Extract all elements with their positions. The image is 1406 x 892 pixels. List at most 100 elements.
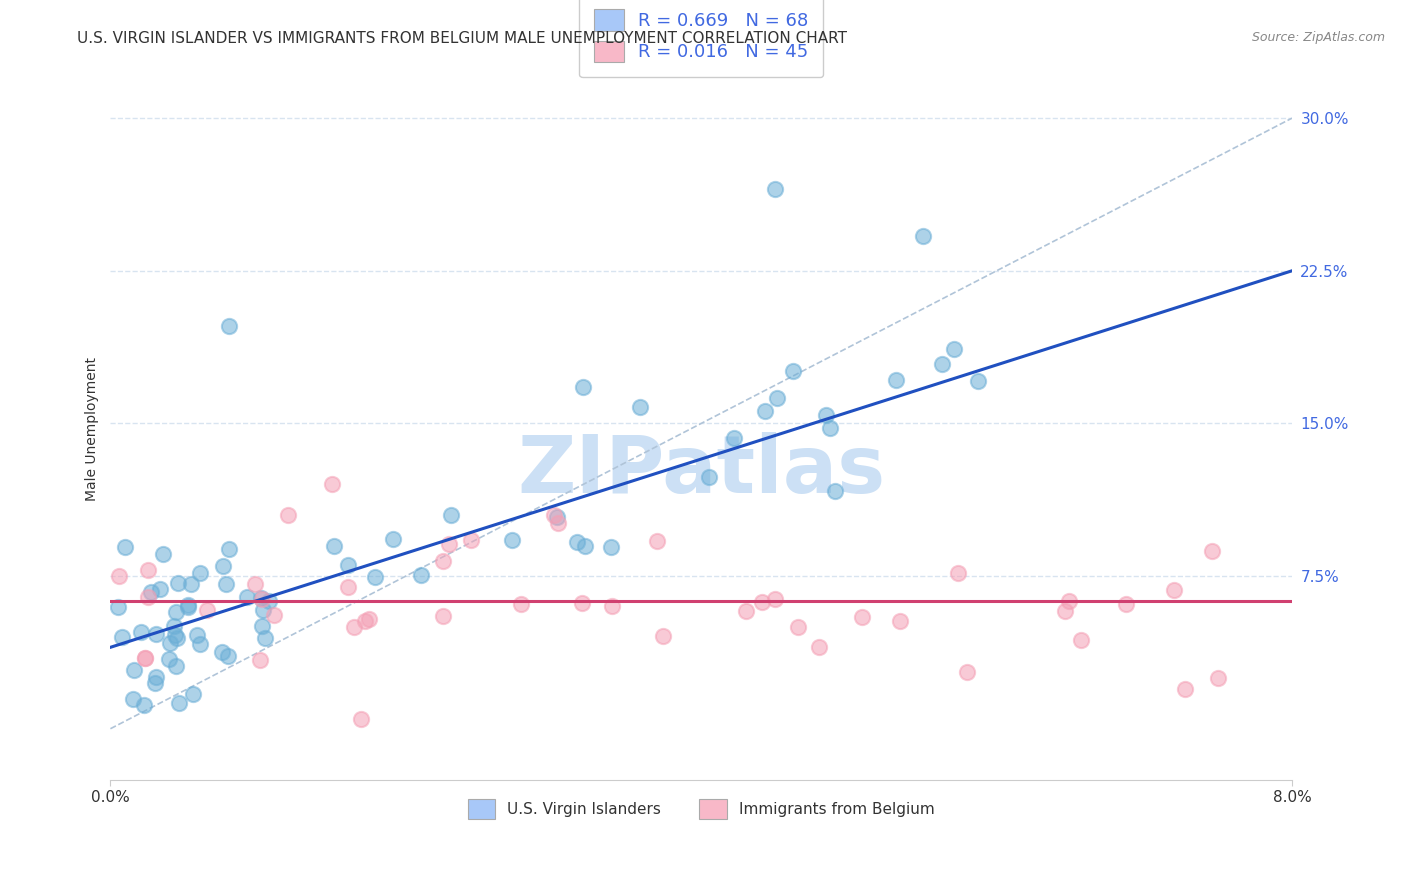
Point: [180, 577, 202, 591]
Point: [163, 619, 186, 633]
Point: [186, 628, 208, 642]
Point: [600, 599, 623, 613]
Point: [723, 431, 745, 445]
Point: [321, 477, 343, 491]
Point: [439, 536, 461, 550]
Point: [409, 568, 432, 582]
Point: [543, 508, 565, 522]
Point: [211, 644, 233, 658]
Point: [1163, 583, 1185, 598]
Point: [111, 630, 134, 644]
Point: [751, 595, 773, 609]
Point: [337, 558, 360, 572]
Point: [1206, 671, 1229, 685]
Point: [766, 391, 789, 405]
Point: [138, 590, 160, 604]
Point: [159, 636, 181, 650]
Point: [734, 604, 756, 618]
Point: [628, 400, 651, 414]
Point: [571, 596, 593, 610]
Point: [357, 612, 380, 626]
Point: [824, 483, 846, 498]
Point: [1070, 633, 1092, 648]
Point: [645, 534, 668, 549]
Point: [884, 373, 907, 387]
Point: [114, 541, 136, 555]
Point: [432, 554, 454, 568]
Point: [143, 676, 166, 690]
Point: [782, 364, 804, 378]
Point: [943, 342, 966, 356]
Point: [763, 182, 786, 196]
Point: [211, 559, 233, 574]
Point: [252, 603, 274, 617]
Point: [188, 566, 211, 580]
Y-axis label: Male Unemployment: Male Unemployment: [86, 357, 100, 500]
Point: [177, 599, 200, 614]
Point: [323, 540, 346, 554]
Point: [136, 564, 159, 578]
Point: [697, 470, 720, 484]
Point: [1174, 682, 1197, 697]
Point: [108, 569, 131, 583]
Point: [1059, 594, 1081, 608]
Point: [152, 547, 174, 561]
Point: [134, 698, 156, 712]
Point: [501, 533, 523, 547]
Point: [122, 692, 145, 706]
Point: [353, 614, 375, 628]
Point: [177, 599, 200, 613]
Point: [440, 508, 463, 523]
Point: [129, 624, 152, 639]
Point: [181, 687, 204, 701]
Point: [149, 582, 172, 596]
Point: [263, 607, 285, 622]
Point: [249, 591, 271, 605]
Point: [141, 585, 163, 599]
Point: [277, 508, 299, 522]
Point: [1115, 597, 1137, 611]
Point: [967, 374, 990, 388]
Point: [1201, 544, 1223, 558]
Point: [134, 650, 156, 665]
Point: [166, 632, 188, 646]
Point: [600, 540, 623, 554]
Point: [567, 535, 589, 549]
Point: [546, 510, 568, 524]
Point: [460, 533, 482, 547]
Point: [337, 580, 360, 594]
Point: [432, 608, 454, 623]
Point: [754, 404, 776, 418]
Point: [157, 652, 180, 666]
Point: [787, 620, 810, 634]
Point: [217, 649, 239, 664]
Point: [165, 628, 187, 642]
Point: [166, 575, 188, 590]
Point: [510, 597, 533, 611]
Point: [165, 606, 187, 620]
Point: [243, 576, 266, 591]
Point: [808, 640, 831, 655]
Point: [257, 594, 280, 608]
Point: [188, 637, 211, 651]
Legend: U.S. Virgin Islanders, Immigrants from Belgium: U.S. Virgin Islanders, Immigrants from B…: [461, 793, 941, 824]
Point: [547, 516, 569, 530]
Point: [851, 610, 873, 624]
Point: [815, 408, 838, 422]
Point: [956, 665, 979, 679]
Point: [763, 592, 786, 607]
Point: [1054, 604, 1077, 618]
Point: [343, 620, 366, 634]
Point: [911, 229, 934, 244]
Point: [818, 421, 841, 435]
Point: [250, 619, 273, 633]
Point: [652, 629, 675, 643]
Point: [252, 592, 274, 607]
Point: [134, 650, 156, 665]
Point: [107, 599, 129, 614]
Point: [218, 318, 240, 333]
Point: [350, 713, 373, 727]
Point: [165, 659, 187, 673]
Point: [889, 614, 911, 628]
Point: [215, 577, 238, 591]
